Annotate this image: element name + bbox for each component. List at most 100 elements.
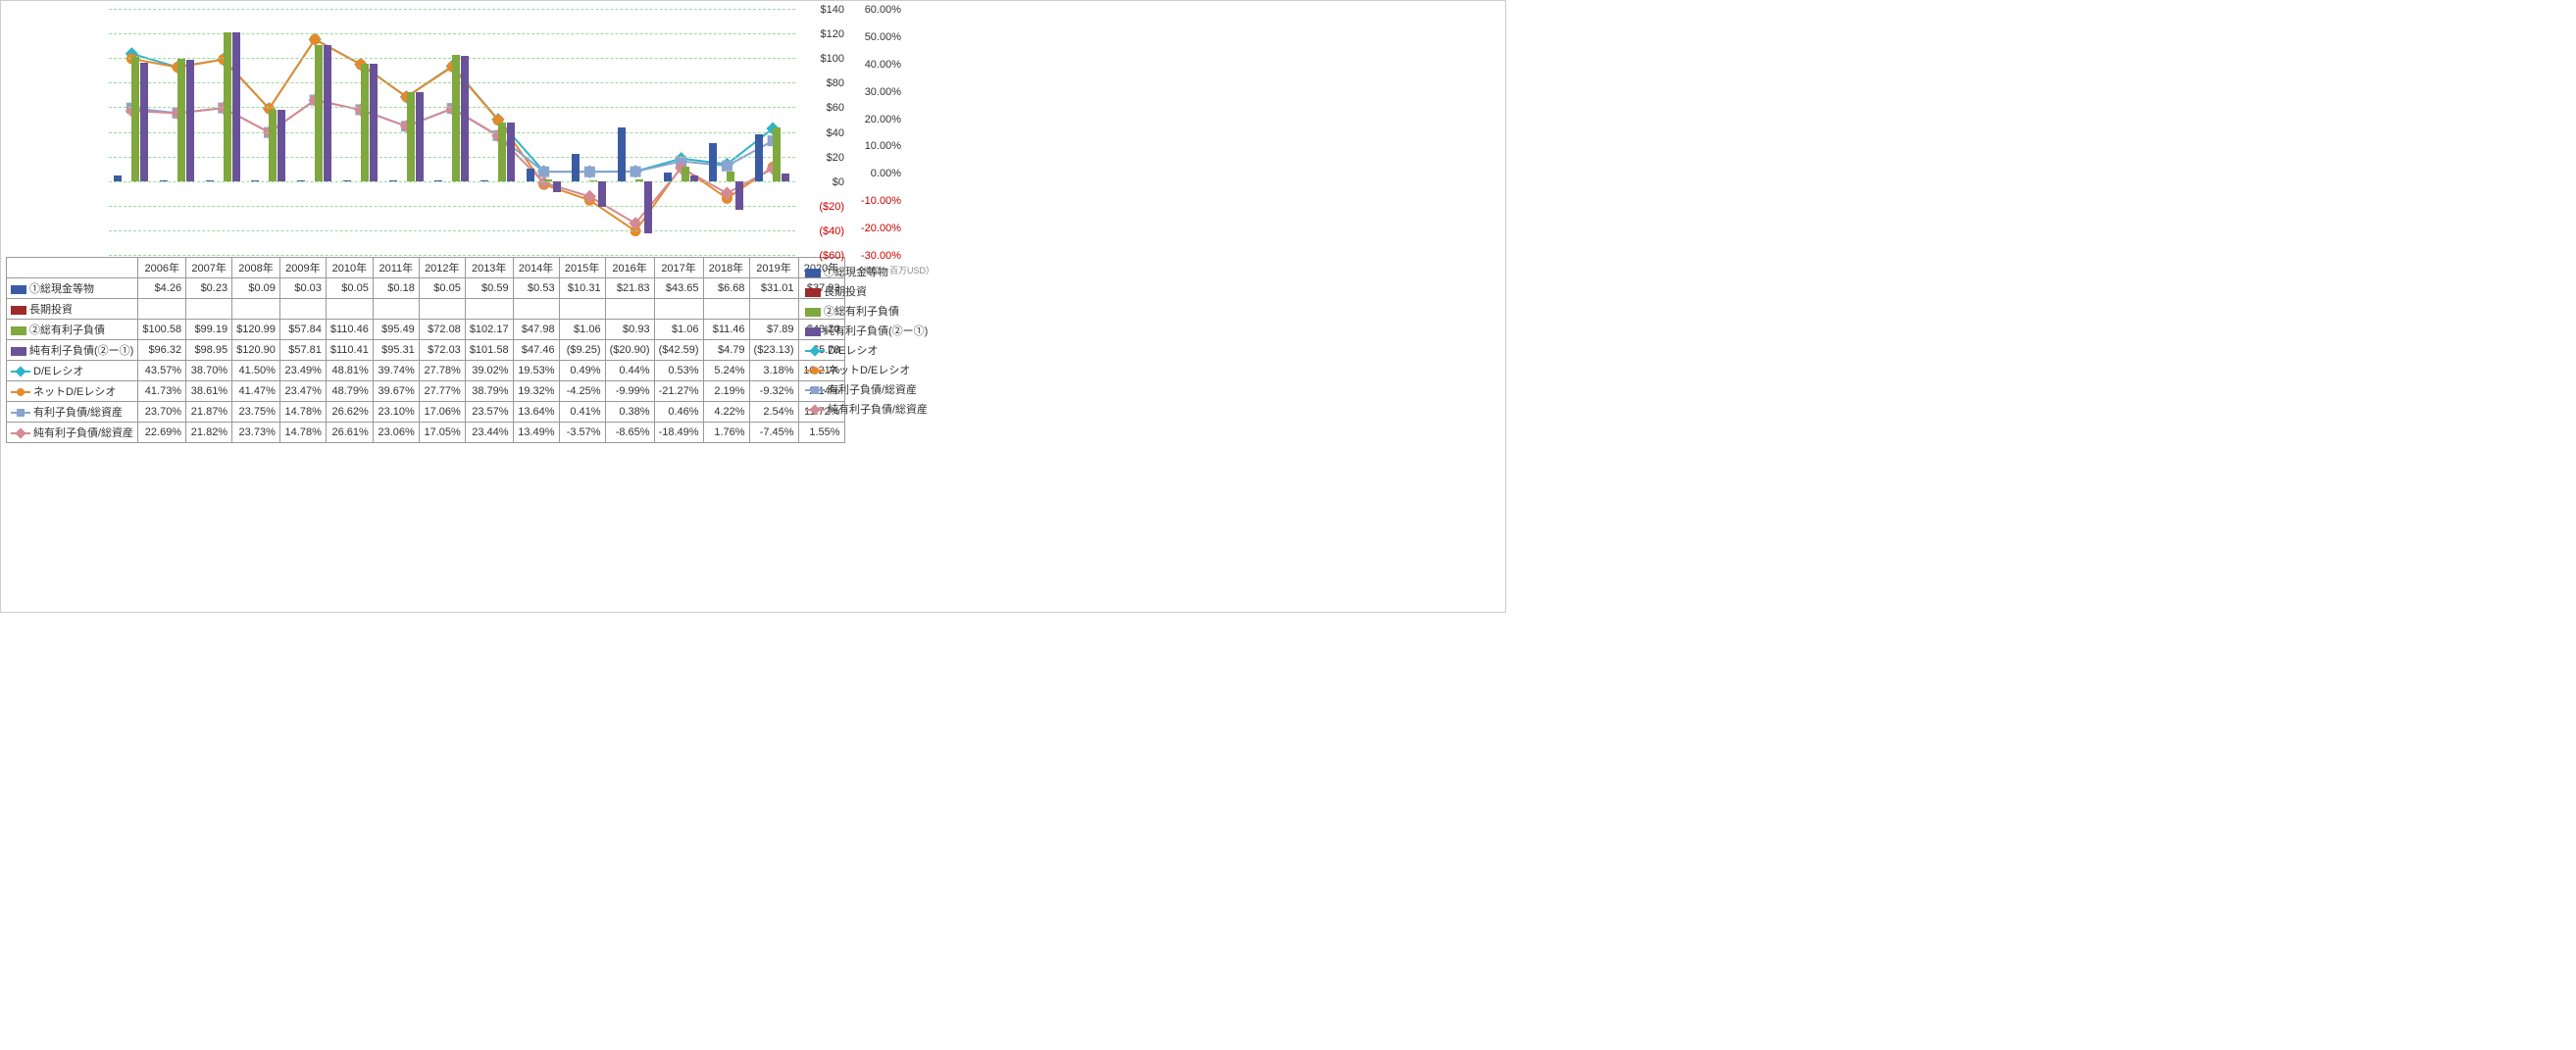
cell [654, 299, 703, 320]
cell: $10.31 [559, 278, 605, 299]
netdebt-bar [507, 123, 515, 181]
cell: $102.17 [465, 320, 513, 340]
legend-item: ネットD/Eレシオ [805, 361, 928, 380]
legend-item: 純有利子負債(②ー①) [805, 322, 928, 341]
cell: $120.90 [232, 340, 280, 361]
legend-item: ②総有利子負債 [805, 302, 928, 322]
legend-right: ①総現金等物長期投資②総有利子負債純有利子負債(②ー①)D/EレシオネットD/E… [805, 263, 928, 420]
cash-bar [343, 180, 351, 181]
series-label: ①総現金等物 [29, 283, 94, 295]
row-header: 純有利子負債(②ー①) [7, 340, 138, 361]
netdebt-bar [644, 181, 652, 233]
year-column [567, 9, 613, 255]
cell: $0.05 [326, 278, 373, 299]
cell: $0.93 [605, 320, 654, 340]
legend-label: D/Eレシオ [828, 345, 878, 357]
cell [326, 299, 373, 320]
year-header: 2019年 [749, 258, 798, 278]
cell [465, 299, 513, 320]
axis-right-tick: -10.00% [854, 195, 901, 207]
cell: 38.79% [465, 381, 513, 402]
series-label: 有利子負債/総資産 [33, 407, 123, 419]
netdebt-bar [553, 181, 561, 193]
cell: $0.09 [232, 278, 280, 299]
axis-left-tick: $120 [805, 28, 844, 40]
year-column [109, 9, 155, 255]
year-column [613, 9, 659, 255]
cell: 48.81% [326, 361, 373, 381]
cell: $0.03 [279, 278, 326, 299]
axis-left-tick: $100 [805, 53, 844, 65]
cell: $120.99 [232, 320, 280, 340]
cell: 14.78% [279, 423, 326, 443]
cell [419, 299, 465, 320]
axis-left-tick: $80 [805, 77, 844, 89]
cash-bar [709, 143, 717, 181]
legend-label: 長期投資 [824, 286, 867, 298]
cell: $0.05 [419, 278, 465, 299]
cell: 22.69% [138, 423, 186, 443]
year-column [658, 9, 704, 255]
year-header: 2013年 [465, 258, 513, 278]
cash-bar [664, 173, 672, 180]
netdebt-bar [782, 174, 789, 180]
table-row: 純有利子負債/総資産22.69%21.82%23.73%14.78%26.61%… [7, 423, 845, 443]
cell: $95.31 [373, 340, 419, 361]
netdebt-bar [278, 110, 285, 181]
table-row: ①総現金等物$4.26$0.23$0.09$0.03$0.05$0.18$0.0… [7, 278, 845, 299]
cash-bar [434, 180, 442, 181]
debt-bar [544, 179, 552, 180]
debt-bar [224, 32, 231, 181]
year-header: 2009年 [279, 258, 326, 278]
cell: $7.89 [749, 320, 798, 340]
year-column [521, 9, 567, 255]
series-label: D/Eレシオ [33, 366, 83, 377]
row-header: ②総有利子負債 [7, 320, 138, 340]
cell: 21.82% [186, 423, 232, 443]
legend-item: D/Eレシオ [805, 341, 928, 361]
cash-bar [297, 180, 305, 181]
cell: 41.50% [232, 361, 280, 381]
cell: $43.65 [654, 278, 703, 299]
cell: $0.23 [186, 278, 232, 299]
year-header: 2015年 [559, 258, 605, 278]
series-label: ネットD/Eレシオ [33, 386, 116, 398]
cell: 23.75% [232, 402, 280, 423]
year-header: 2010年 [326, 258, 373, 278]
debt-bar [589, 180, 597, 181]
cell: 4.22% [703, 402, 749, 423]
cell: 23.73% [232, 423, 280, 443]
netdebt-bar [461, 56, 469, 180]
axis-left-tick: ($20) [805, 201, 844, 213]
legend-label: 純有利子負債(②ー①) [824, 325, 928, 337]
plot-area [109, 9, 795, 255]
cell [138, 299, 186, 320]
cell: 26.62% [326, 402, 373, 423]
cell: 2.19% [703, 381, 749, 402]
year-column [246, 9, 292, 255]
cell: 41.73% [138, 381, 186, 402]
year-column [429, 9, 476, 255]
axis-left-tick: $40 [805, 127, 844, 139]
cell: 0.53% [654, 361, 703, 381]
cash-bar [160, 180, 168, 181]
cash-bar [114, 175, 122, 180]
row-header: ネットD/Eレシオ [7, 381, 138, 402]
cell: $0.53 [513, 278, 559, 299]
debt-bar [682, 167, 689, 180]
debt-bar [315, 45, 323, 181]
netdebt-bar [370, 64, 378, 181]
axis-right-tick: 0.00% [854, 168, 901, 179]
year-column [338, 9, 384, 255]
debt-bar [407, 92, 415, 180]
cell: -8.65% [605, 423, 654, 443]
cell [186, 299, 232, 320]
cell [513, 299, 559, 320]
axis-left-tick: ($40) [805, 225, 844, 237]
year-header: 2007年 [186, 258, 232, 278]
year-header: 2012年 [419, 258, 465, 278]
axis-right-tick: -30.00% [854, 250, 901, 262]
chart-panel: （単位：百万USD） 2006年2007年2008年2009年2010年2011… [0, 0, 1506, 613]
cash-bar [618, 127, 626, 181]
cell: $1.06 [654, 320, 703, 340]
